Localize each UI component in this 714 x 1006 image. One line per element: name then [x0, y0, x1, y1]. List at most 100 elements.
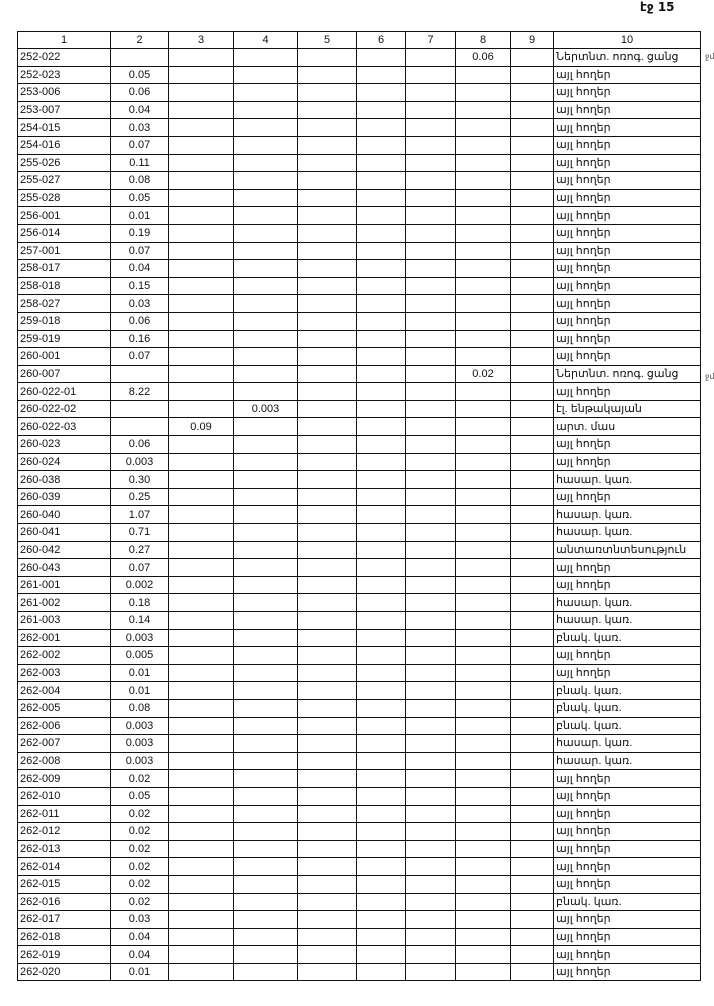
area-cell — [356, 65, 406, 85]
area-cell — [233, 751, 298, 771]
area-cell — [455, 874, 511, 894]
area-cell — [405, 822, 456, 841]
area-cell — [168, 364, 234, 384]
table-row: 252-022 0.06 Ներտնտ. ոռոգ. ցանց — [17, 48, 701, 67]
area-cell — [297, 48, 357, 67]
area-cell — [405, 171, 456, 190]
margin-mark: ջմ — [705, 52, 714, 61]
land-use-cell: բնակ. կառ. — [553, 698, 701, 718]
land-use-cell: այլ հողեր — [553, 135, 701, 155]
parcel-code-cell: 259-019 — [17, 329, 111, 349]
area-cell — [297, 962, 357, 982]
table-row: 262-014 0.02 այլ հողեր — [17, 857, 701, 876]
area-cell — [455, 171, 511, 190]
area-cell — [233, 487, 298, 507]
area-cell — [510, 188, 554, 208]
area-cell — [233, 822, 298, 841]
area-cell: 0.16 — [110, 329, 169, 349]
table-row: 262-010 0.05 այլ հողեր — [17, 786, 701, 806]
area-cell — [168, 65, 234, 85]
header-row: 1 2 3 4 5 6 7 8 9 10 — [17, 31, 701, 49]
area-cell — [510, 65, 554, 85]
parcel-code-cell: 261-001 — [17, 575, 111, 595]
area-cell — [168, 505, 234, 525]
area-cell — [356, 540, 406, 560]
area-cell: 0.06 — [110, 435, 169, 454]
area-cell — [455, 734, 511, 753]
area-cell — [455, 417, 511, 437]
land-use-cell: այլ հողեր — [553, 452, 701, 472]
area-cell — [455, 558, 511, 577]
table-row: 258-027 0.03 այլ հողեր — [17, 294, 701, 313]
parcel-code-cell: 254-016 — [17, 135, 111, 155]
land-use-cell: այլ հողեր — [553, 259, 701, 278]
land-use-cell: այլ հողեր — [553, 382, 701, 401]
land-use-cell: այլ հողեր — [553, 857, 701, 876]
area-cell — [405, 65, 456, 85]
area-cell: 0.05 — [110, 65, 169, 85]
parcel-code-cell: 252-023 — [17, 65, 111, 85]
area-cell — [356, 751, 406, 771]
area-cell — [455, 716, 511, 736]
column-header: 3 — [168, 31, 234, 49]
parcel-code-cell: 255-026 — [17, 153, 111, 173]
area-cell — [455, 259, 511, 278]
area-cell — [405, 611, 456, 630]
parcel-code-cell: 262-008 — [17, 751, 111, 771]
parcel-code-cell: 262-009 — [17, 769, 111, 788]
area-cell — [510, 470, 554, 489]
table-row: 254-015 0.03 այլ հողեր — [17, 118, 701, 137]
area-cell — [297, 575, 357, 595]
area-cell — [297, 294, 357, 313]
table-row: 259-019 0.16 այլ հողեր — [17, 329, 701, 349]
parcel-code-cell: 262-020 — [17, 962, 111, 982]
area-cell — [233, 48, 298, 67]
area-cell — [297, 399, 357, 419]
area-cell — [356, 435, 406, 454]
table-row: 260-039 0.25 այլ հողեր — [17, 487, 701, 507]
area-cell — [405, 329, 456, 349]
area-cell — [510, 259, 554, 278]
area-cell: 0.04 — [110, 259, 169, 278]
table-row: 260-023 0.06 այլ հողեր — [17, 435, 701, 454]
area-cell — [233, 65, 298, 85]
area-cell — [356, 611, 406, 630]
column-header: 9 — [510, 31, 554, 49]
area-cell: 0.002 — [110, 575, 169, 595]
area-cell — [356, 399, 406, 419]
parcel-code-cell: 255-027 — [17, 171, 111, 190]
land-use-cell: Ներտնտ. ոռոգ. ցանց — [553, 48, 701, 67]
area-cell — [405, 100, 456, 120]
area-cell — [233, 698, 298, 718]
land-use-cell: այլ հողեր — [553, 575, 701, 595]
area-cell — [510, 347, 554, 366]
land-use-cell: Ներտնտ. ոռոգ. ցանց — [553, 364, 701, 384]
area-cell — [233, 505, 298, 525]
parcel-code-cell: 262-002 — [17, 646, 111, 665]
parcel-code-cell: 258-018 — [17, 276, 111, 296]
area-cell — [356, 347, 406, 366]
land-use-cell: հասար. կառ. — [553, 751, 701, 771]
area-cell — [168, 241, 234, 261]
area-cell: 0.02 — [110, 769, 169, 788]
table-row: 262-009 0.02 այլ հողեր — [17, 769, 701, 788]
area-cell — [455, 487, 511, 507]
column-header: 2 — [110, 31, 169, 49]
land-use-cell: այլ հողեր — [553, 188, 701, 208]
table-row: 253-007 0.04 այլ հողեր — [17, 100, 701, 120]
area-cell — [455, 311, 511, 331]
area-cell — [297, 698, 357, 718]
area-cell — [168, 347, 234, 366]
table-row: 258-017 0.04 այլ հողեր — [17, 259, 701, 278]
area-cell — [405, 857, 456, 876]
table-row: 260-022-03 0.09 արտ. մաս — [17, 417, 701, 437]
land-use-cell: այլ հողեր — [553, 153, 701, 173]
area-cell — [297, 892, 357, 912]
column-header: 6 — [356, 31, 406, 49]
area-cell: 0.02 — [455, 364, 511, 384]
area-cell — [168, 171, 234, 190]
area-cell — [297, 311, 357, 331]
area-cell — [233, 593, 298, 612]
area-cell — [168, 558, 234, 577]
area-cell — [297, 118, 357, 137]
